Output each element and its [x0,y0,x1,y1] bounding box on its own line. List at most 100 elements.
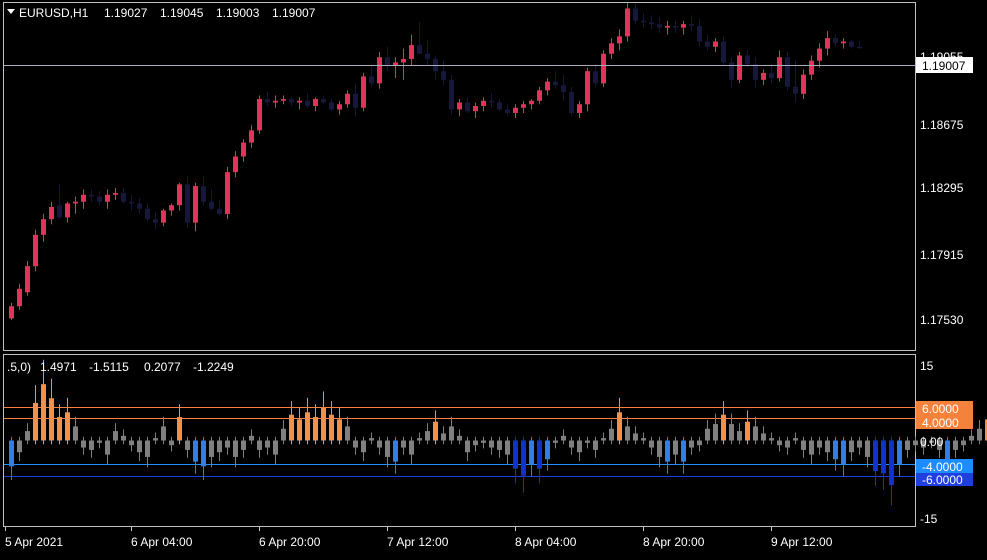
current-price-label: 1.19007 [922,59,966,73]
candle-body [681,24,686,28]
candle-body [65,203,70,218]
indicator-name: .5,0) [7,360,31,374]
candle-body [201,186,206,202]
candle-body [329,102,334,110]
indicator-tick-top: 15 [920,359,934,373]
candle-body [257,99,262,131]
indicator-tick-zero: 0.00 [920,435,944,449]
candle-body [41,219,46,235]
dropdown-triangle-icon[interactable] [7,9,15,14]
candle-body [337,104,342,110]
candle-body [769,72,774,79]
candle-body [705,41,710,47]
candle-body [513,107,518,113]
price-tick: 1.17530 [920,313,964,327]
indicator-header: .5,0) 1.4971 -1.5115 0.2077 -1.2249 [7,360,234,374]
candle-body [73,201,78,204]
candle-body [369,76,374,84]
candle-body [49,206,54,220]
candle-body [217,208,222,214]
candle-body [425,53,430,59]
level-label-6: 6.0000 [922,402,959,416]
candle-body [321,99,326,103]
candle-body [273,100,278,103]
candle-body [25,266,30,293]
candle-body [737,55,742,80]
level-box-neg4 [916,459,973,473]
level-box-6 [916,401,973,415]
candle-body [97,196,102,202]
candle-body [401,58,406,63]
candle-body [233,156,238,173]
candle-body [585,71,590,105]
time-axis: 5 Apr 2021 6 Apr 04:00 6 Apr 20:00 7 Apr… [5,527,833,549]
candle-body [601,53,606,84]
candle-body [361,76,366,108]
candle-body [9,306,14,319]
candle-body [801,74,806,94]
candle-body [553,81,558,86]
candle-body [633,8,638,21]
indicator-value-3: 0.2077 [144,360,181,374]
price-tick: 1.18675 [920,118,964,132]
price-axis: 1.19055 1.18675 1.18295 1.17915 1.17530 … [916,50,973,327]
candle-body [849,41,854,47]
candle-body [281,99,286,101]
level-label-neg6: -6.0000 [922,473,963,487]
candle-body [617,36,622,44]
candle-body [209,201,214,209]
candle-body [561,85,566,93]
time-label: 7 Apr 12:00 [387,535,449,549]
candle-body [697,25,702,42]
candle-body [377,57,382,84]
candle-body [121,193,126,202]
candle-body [185,184,190,223]
candle-body [537,90,542,101]
candle-body [57,205,62,218]
candle-body [593,71,598,84]
indicator-value-2: -1.5115 [89,360,129,374]
time-label: 8 Apr 04:00 [515,535,577,549]
candle-body [577,104,582,113]
candle-body [785,57,790,87]
candle-body [641,20,646,23]
candle-body [505,109,510,113]
price-tick: 1.18295 [920,181,964,195]
candle-body [193,186,198,223]
candle-body [241,142,246,157]
price-tick: 1.17915 [920,248,964,262]
candle-body [521,104,526,108]
candle-body [649,22,654,25]
candle-body [569,92,574,113]
candle-body [409,45,414,59]
candle-body [449,79,454,110]
time-label: 8 Apr 20:00 [643,535,705,549]
candle-body [265,99,270,103]
time-label: 9 Apr 12:00 [771,535,833,549]
candle-body [177,184,182,206]
candle-body [809,60,814,75]
candle-body [385,57,390,66]
candle-body [841,41,846,44]
candle-body [345,93,350,105]
candle-body [17,288,22,307]
indicator-value-4: -1.2249 [193,360,234,374]
candle-body [153,219,158,223]
candle-body [825,38,830,49]
candle-body [657,24,662,28]
candle-body [489,100,494,103]
candle-body [625,8,630,37]
indicator-axis: 15 0.00 -15 6.0000 4.0000 -6.0000 -4.000… [916,359,973,526]
candle-body [481,100,486,106]
candle-body [721,41,726,63]
candle-body [761,72,766,80]
indicator-bar-series [9,359,987,506]
candle-body [817,48,822,61]
time-label: 6 Apr 04:00 [131,535,193,549]
level-box-4 [916,415,973,429]
current-price-box [916,57,973,73]
ohlc-high: 1.19045 [160,6,204,20]
candle-body [729,62,734,80]
candle-body [745,55,750,65]
